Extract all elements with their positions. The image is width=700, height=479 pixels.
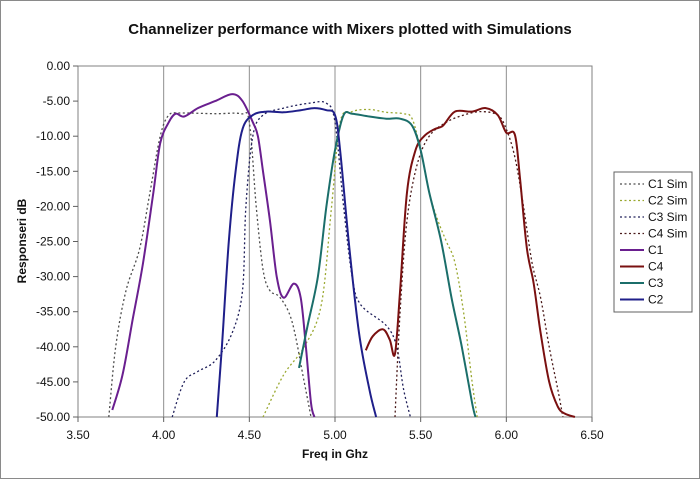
legend-label-c4-sim: C4 Sim [648,227,687,241]
y-tick-label: -30.00 [36,270,70,284]
y-tick-label: -20.00 [36,199,70,213]
chart-title: Channelizer performance with Mixers plot… [128,21,571,38]
series-line-c2 [215,107,378,418]
series-line-c3-sim [171,100,412,418]
y-axis-ticks: 0.00 -5.00 -10.00 -15.00 -20.00 -25.00 -30.00 -… [36,59,78,424]
series-line-c4 [364,107,576,418]
x-tick-label: 6.00 [495,428,519,442]
y-tick-label: -40.00 [36,340,70,354]
legend: C1 Sim C2 Sim C3 Sim C4 Sim C1 C4 C3 C2 [613,171,693,313]
x-tick-label: 4.00 [152,428,176,442]
legend-label-c1: C1 [648,243,664,257]
y-tick-label: -25.00 [36,235,70,249]
y-tick-label: -50.00 [36,410,70,424]
legend-box [613,171,693,313]
legend-label-c3-sim: C3 Sim [648,210,687,224]
y-tick-label: 0.00 [47,59,71,73]
series-layer [108,93,576,418]
y-tick-label: -35.00 [36,305,70,319]
x-axis-ticks: 3.50 4.00 4.50 5.00 5.50 6.00 6.50 [66,417,604,442]
x-tick-label: 3.50 [66,428,90,442]
x-tick-label: 6.50 [580,428,604,442]
legend-label-c4: C4 [648,260,664,274]
series-line-c2-sim [262,108,478,418]
x-axis-label: Freq in Ghz [302,447,368,461]
series-line-c1-sim [108,112,312,418]
series-line-c4-sim [394,110,564,418]
y-tick-label: -5.00 [43,94,71,108]
legend-label-c2-sim: C2 Sim [648,194,687,208]
series-line-c1 [111,93,316,418]
legend-label-c1-sim: C1 Sim [648,177,687,191]
y-tick-label: -45.00 [36,375,70,389]
y-axis-label: Responseri dB [15,198,29,283]
legend-label-c2: C2 [648,293,664,307]
y-tick-label: -10.00 [36,129,70,143]
legend-label-c3: C3 [648,276,664,290]
x-tick-label: 5.50 [409,428,433,442]
series-line-c3 [298,110,477,418]
x-tick-label: 5.00 [323,428,347,442]
x-tick-label: 4.50 [238,428,262,442]
y-tick-label: -15.00 [36,164,70,178]
